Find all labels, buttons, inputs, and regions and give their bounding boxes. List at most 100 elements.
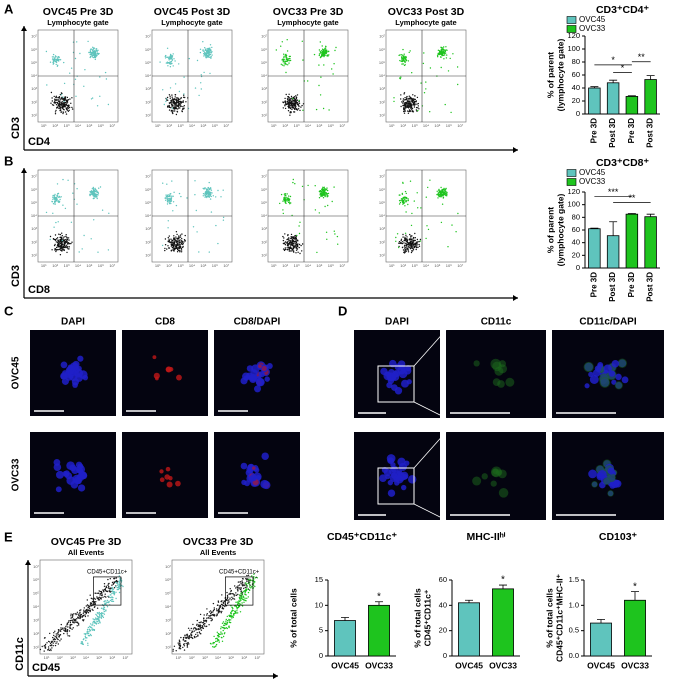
event-dot bbox=[68, 622, 69, 623]
axis-tick-label: 10⁶ bbox=[98, 123, 104, 128]
event-dot bbox=[175, 106, 176, 107]
event-dot bbox=[239, 606, 240, 607]
event-dot bbox=[170, 87, 171, 88]
event-dot bbox=[248, 579, 249, 580]
event-dot bbox=[319, 194, 320, 195]
event-dot bbox=[221, 594, 222, 595]
event-dot bbox=[404, 239, 405, 240]
event-dot bbox=[172, 249, 173, 250]
event-dot bbox=[108, 104, 109, 105]
event-dot bbox=[420, 239, 421, 240]
event-dot bbox=[204, 47, 205, 48]
event-dot bbox=[93, 189, 94, 190]
event-dot bbox=[98, 53, 99, 54]
plot-subtitle: All Events bbox=[200, 548, 236, 557]
event-dot bbox=[99, 612, 100, 613]
axis-tick-label: 10⁵ bbox=[316, 263, 322, 268]
axis-tick-label: 10² bbox=[33, 631, 39, 636]
event-dot bbox=[402, 234, 403, 235]
axis-tick-label: 10² bbox=[145, 239, 151, 244]
event-dot bbox=[410, 243, 411, 244]
event-dot bbox=[166, 62, 167, 63]
event-dot bbox=[168, 105, 169, 106]
event-dot bbox=[211, 618, 212, 619]
event-dot bbox=[400, 78, 401, 79]
event-dot bbox=[236, 610, 237, 611]
event-dot bbox=[66, 245, 67, 246]
stain bbox=[258, 364, 262, 368]
event-dot bbox=[71, 629, 72, 630]
event-dot bbox=[404, 238, 405, 239]
event-dot bbox=[446, 50, 447, 51]
event-dot bbox=[54, 641, 55, 642]
event-dot bbox=[246, 590, 247, 591]
event-dot bbox=[62, 205, 63, 206]
event-dot bbox=[242, 578, 243, 579]
event-dot bbox=[404, 97, 405, 98]
event-dot bbox=[441, 222, 442, 223]
event-dot bbox=[67, 243, 68, 244]
events bbox=[46, 41, 109, 115]
event-dot bbox=[66, 100, 67, 101]
event-dot bbox=[180, 244, 181, 245]
event-dot bbox=[440, 187, 441, 188]
nucleus bbox=[614, 480, 622, 488]
event-dot bbox=[291, 109, 292, 110]
event-dot bbox=[53, 63, 54, 64]
plot-subtitle: Lymphocyte gate bbox=[395, 18, 456, 27]
event-dot bbox=[200, 49, 201, 50]
event-dot bbox=[227, 595, 228, 596]
axis-tick-label: 10⁶ bbox=[379, 187, 385, 192]
nucleus bbox=[408, 475, 416, 483]
event-dot bbox=[57, 66, 58, 67]
event-dot bbox=[212, 619, 213, 620]
event-dot bbox=[72, 616, 73, 617]
event-dot bbox=[395, 241, 396, 242]
event-dot bbox=[211, 54, 212, 55]
event-dot bbox=[402, 58, 403, 59]
event-dot bbox=[56, 241, 57, 242]
event-dot bbox=[403, 111, 404, 112]
event-dot bbox=[295, 108, 296, 109]
event-dot bbox=[170, 198, 171, 199]
event-dot bbox=[62, 97, 63, 98]
event-dot bbox=[292, 98, 293, 99]
event-dot bbox=[48, 646, 49, 647]
significance: * bbox=[377, 591, 381, 602]
nucleus bbox=[395, 475, 403, 483]
event-dot bbox=[87, 41, 88, 42]
event-dot bbox=[172, 108, 173, 109]
event-dot bbox=[322, 53, 323, 54]
event-dot bbox=[294, 111, 295, 112]
event-dot bbox=[208, 617, 209, 618]
event-dot bbox=[165, 244, 166, 245]
event-dot bbox=[245, 592, 246, 593]
event-dot bbox=[73, 627, 74, 628]
y-tick-label: 60 bbox=[572, 70, 580, 79]
event-dot bbox=[199, 622, 200, 623]
event-dot bbox=[201, 88, 202, 89]
event-dot bbox=[95, 59, 96, 60]
event-dot bbox=[60, 254, 61, 255]
x-tick-label: OVC45 bbox=[587, 660, 615, 670]
x-tick-label: Post 3D bbox=[608, 118, 617, 148]
event-dot bbox=[198, 626, 199, 627]
event-dot bbox=[404, 54, 405, 55]
event-dot bbox=[183, 241, 184, 242]
event-dot bbox=[221, 626, 222, 627]
event-dot bbox=[57, 195, 58, 196]
event-dot bbox=[70, 615, 71, 616]
event-dot bbox=[214, 607, 215, 608]
event-dot bbox=[208, 187, 209, 188]
event-dot bbox=[176, 101, 177, 102]
event-dot bbox=[94, 48, 95, 49]
event-dot bbox=[172, 210, 173, 211]
event-dot bbox=[408, 98, 409, 99]
stain bbox=[252, 466, 256, 470]
event-dot bbox=[84, 614, 85, 615]
stain bbox=[175, 481, 181, 487]
event-dot bbox=[73, 622, 74, 623]
nucleus bbox=[241, 463, 248, 470]
event-dot bbox=[409, 109, 410, 110]
event-dot bbox=[399, 203, 400, 204]
